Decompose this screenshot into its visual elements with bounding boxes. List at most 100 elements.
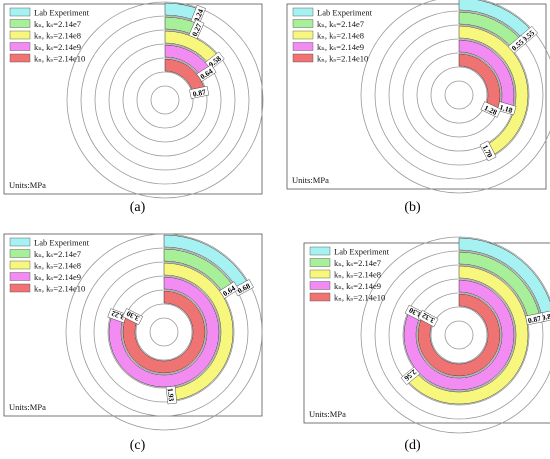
bar-5 [417, 293, 501, 377]
caption-a: (a) [129, 200, 146, 215]
legend-label: kₙ, kₛ=2.14e8 [34, 31, 81, 41]
grid-ring [374, 250, 544, 420]
legend-swatch [292, 42, 314, 51]
grid-ring [150, 85, 180, 115]
legend-label: kₙ, kₛ=2.14e8 [317, 31, 364, 41]
legend-swatch [292, 30, 314, 40]
legend-label: kₙ, kₛ=2.14e9 [34, 272, 81, 282]
units-label: Units:MPa [292, 175, 329, 185]
legend-swatch [309, 292, 331, 302]
legend-label: kₙ, kₛ=2.14e7 [317, 19, 364, 29]
legend-label: kₙ, kₛ=2.14e9 [334, 281, 381, 291]
legend-swatch [9, 53, 31, 63]
legend-swatch [309, 269, 331, 279]
data-label: 1.18 [498, 103, 513, 115]
legend-swatch [309, 281, 331, 290]
legend-swatch [9, 260, 31, 270]
legend-label: kₙ, kₛ=2.14e10 [334, 293, 385, 303]
legend-label: Lab Experiment [317, 8, 373, 18]
grid-ring [149, 317, 179, 347]
grid-ring [122, 57, 208, 143]
grid-ring [402, 278, 516, 392]
chart-panel-c: 0.68 0.64 1.93 3.22 3.30 Lab Experiment kₙ, kₛ… [0, 230, 275, 459]
grid-ring [402, 38, 516, 152]
grid-ring [93, 261, 235, 403]
grid-ring [107, 275, 221, 389]
legend-swatch [9, 42, 31, 51]
data-label-group: 1.93 [166, 384, 178, 405]
grid-ring [108, 43, 222, 157]
legend-label: Lab Experiment [34, 8, 90, 18]
legend-swatch [309, 246, 331, 256]
legend-label: kₙ, kₛ=2.14e8 [34, 261, 81, 271]
legend-label: kₙ, kₛ=2.14e7 [334, 258, 381, 268]
legend-swatch [9, 7, 31, 17]
units-label: Units:MPa [309, 409, 346, 419]
legend-label: kₙ, kₛ=2.14e9 [34, 42, 81, 52]
data-label-box [122, 308, 143, 325]
grid-ring [388, 24, 530, 166]
legend-swatch [9, 249, 31, 258]
data-label-group: 0.87 [524, 312, 545, 326]
caption-d: (d) [404, 438, 421, 453]
data-label: 0.87 [541, 311, 550, 323]
bar-4 [403, 279, 515, 391]
grid-ring [360, 236, 550, 434]
grid-ring [388, 264, 530, 406]
grid-ring [416, 52, 502, 138]
data-label-box [233, 279, 254, 297]
data-label: 3.22 [110, 309, 126, 322]
data-label: 1.93 [166, 388, 176, 402]
legend-label: kₙ, kₛ=2.14e10 [34, 284, 85, 294]
data-label: 0.87 [192, 87, 207, 99]
caption-b: (b) [404, 200, 421, 215]
legend-label: kₙ, kₛ=2.14e7 [34, 19, 81, 29]
grid-ring [360, 0, 550, 194]
legend-label: kₙ, kₛ=2.14e8 [334, 270, 381, 280]
bar-4 [108, 276, 220, 388]
legend-swatch [292, 19, 314, 28]
grid-ring [416, 292, 502, 378]
legend-label: Lab Experiment [334, 247, 390, 257]
grid-ring [374, 10, 544, 180]
data-label: 0.87 [527, 314, 542, 326]
data-label-group: 0.87 [189, 85, 210, 99]
legend-swatch [309, 258, 331, 267]
units-label: Units:MPa [9, 180, 46, 190]
data-label-group: 1.28 [480, 101, 502, 118]
grid-ring [65, 233, 263, 431]
legend-swatch [292, 53, 314, 63]
legend-swatch [9, 272, 31, 281]
grid-ring [66, 1, 264, 199]
legend-label: Lab Experiment [34, 238, 90, 248]
chart-panel-b: 0.55 0.55 1.70 1.18 1.28 Lab Experiment kₙ, kₛ… [275, 0, 550, 229]
data-label-box [189, 85, 210, 99]
legend-swatch [9, 283, 31, 293]
data-label-box [417, 310, 439, 328]
bar-5 [122, 290, 206, 374]
data-label-group: 1.18 [496, 101, 517, 116]
grid-ring [430, 306, 488, 364]
grid-ring [136, 71, 194, 129]
units-label: Units:MPa [9, 402, 46, 412]
chart-panel-a: 0.24 0.27 0.58 0.64 0.87 Lab Experiment kₙ, kₛ… [0, 0, 275, 229]
legend-label: kₙ, kₛ=2.14e9 [317, 42, 364, 52]
grid-ring [94, 29, 236, 171]
legend-swatch [292, 7, 314, 17]
chart-panel-d: 0.87 0.87 2.56 3.30 3.32 Lab Experiment kₙ, kₛ… [275, 230, 550, 459]
grid-ring [444, 320, 474, 350]
data-label-box [480, 101, 502, 118]
legend-label: kₙ, kₛ=2.14e10 [34, 54, 85, 64]
data-label-group: 3.22 [107, 308, 128, 324]
legend-swatch [9, 30, 31, 40]
legend-label: kₙ, kₛ=2.14e7 [34, 249, 81, 259]
grid-ring [121, 289, 207, 375]
legend-label: kₙ, kₛ=2.14e10 [317, 54, 368, 64]
legend-swatch [9, 237, 31, 247]
caption-c: (c) [129, 438, 146, 453]
grid-ring [430, 66, 488, 124]
grid-ring [79, 247, 249, 417]
